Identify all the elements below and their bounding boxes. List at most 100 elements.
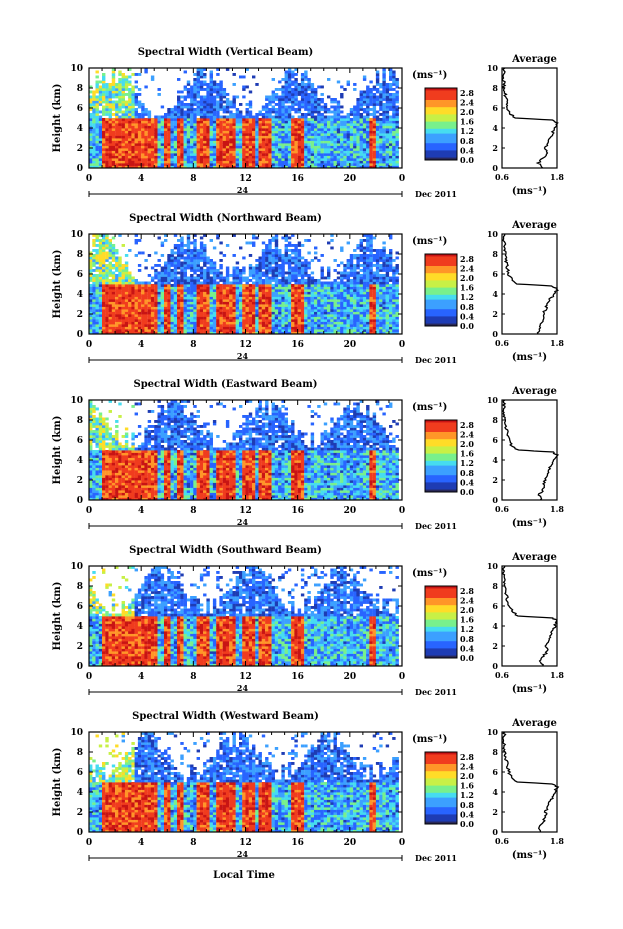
heatmap-cell: [300, 88, 305, 91]
heatmap-cell: [102, 321, 106, 325]
heatmap-cell: [323, 133, 328, 136]
heatmap-cell: [170, 133, 174, 136]
heatmap-cell: [150, 331, 155, 335]
heatmap-cell: [255, 113, 259, 116]
heatmap-cell: [154, 165, 158, 169]
heatmap-cell: [314, 153, 318, 156]
heatmap-cell: [307, 118, 311, 121]
heatmap-cell: [268, 321, 272, 325]
heatmap-cell: [92, 135, 96, 139]
heatmap-cell: [203, 105, 207, 109]
heatmap-cell: [274, 160, 279, 164]
heatmap-cell: [219, 271, 223, 275]
heatmap-cell: [111, 93, 116, 96]
heatmap-cell: [284, 143, 288, 146]
colorbar-tick-label: 1.6: [460, 117, 474, 127]
heatmap-cell: [105, 95, 109, 99]
heatmap-cell: [108, 118, 112, 121]
heatmap-cell: [102, 266, 106, 270]
heatmap-cell: [150, 133, 155, 136]
heatmap-cell: [199, 276, 204, 280]
heatmap-cell: [271, 95, 275, 99]
heatmap-cell: [222, 115, 227, 119]
heatmap-cell: [245, 115, 249, 119]
heatmap-cell: [167, 259, 171, 262]
heatmap-cell: [317, 148, 321, 151]
heatmap-cell: [164, 314, 168, 317]
heatmap-cell: [362, 133, 367, 136]
heatmap-cell: [193, 113, 197, 116]
heatmap-cell: [330, 128, 334, 131]
heatmap-cell: [124, 160, 129, 164]
heatmap-cell: [180, 133, 184, 136]
heatmap-cell: [268, 160, 272, 164]
heatmap-cell: [294, 83, 298, 86]
heatmap-cell: [196, 160, 200, 164]
heatmap-cell: [310, 93, 315, 96]
heatmap-cell: [382, 70, 386, 74]
heatmap-cell: [118, 155, 122, 159]
heatmap-cell: [92, 329, 96, 332]
heatmap-cell: [199, 158, 204, 161]
heatmap-cell: [382, 80, 386, 84]
heatmap-cell: [89, 304, 93, 307]
heatmap-cell: [258, 158, 262, 161]
heatmap-cell: [255, 118, 259, 121]
heatmap-cell: [225, 130, 230, 134]
heatmap-cell: [284, 244, 288, 247]
heatmap-cell: [177, 319, 181, 322]
colorbar-segment: [425, 88, 457, 91]
heatmap-cell: [232, 150, 236, 154]
heatmap-cell: [206, 326, 210, 330]
heatmap-cell: [141, 291, 145, 295]
heatmap-cell: [160, 291, 165, 295]
heatmap-cell: [209, 90, 213, 94]
heatmap-cell: [180, 108, 184, 111]
heatmap-cell: [209, 145, 213, 149]
heatmap-cell: [105, 153, 109, 156]
heatmap-cell: [131, 301, 135, 305]
heatmap-cell: [216, 304, 220, 307]
heatmap-cell: [219, 155, 223, 159]
heatmap-cell: [281, 103, 285, 106]
heatmap-cell: [118, 100, 122, 104]
heatmap-cell: [173, 138, 178, 141]
heatmap-cell: [242, 294, 246, 297]
heatmap-cell: [105, 281, 109, 285]
heatmap-cell: [314, 115, 318, 119]
heatmap-cell: [92, 118, 96, 121]
heatmap-cell: [258, 291, 262, 295]
heatmap-cell: [346, 145, 350, 149]
heatmap-cell: [111, 331, 116, 335]
heatmap-cell: [209, 331, 213, 335]
heatmap-cell: [271, 160, 275, 164]
heatmap-cell: [362, 148, 367, 151]
heatmap-cell: [323, 123, 328, 126]
heatmap-cell: [300, 158, 305, 161]
heatmap-cell: [278, 306, 282, 310]
heatmap-cell: [164, 140, 168, 144]
heatmap-cell: [167, 150, 171, 154]
heatmap-cell: [167, 299, 171, 302]
heatmap-cell: [170, 291, 174, 295]
heatmap-cell: [320, 145, 324, 149]
heatmap-cell: [212, 329, 217, 332]
heatmap-cell: [235, 289, 240, 292]
heatmap-cell: [222, 110, 227, 114]
heatmap-cell: [343, 155, 347, 159]
heatmap-cell: [291, 286, 295, 290]
heatmap-cell: [395, 90, 399, 94]
heatmap-cell: [287, 304, 292, 307]
heatmap-cell: [346, 153, 350, 156]
heatmap-cell: [222, 309, 227, 312]
heatmap-cell: [248, 324, 253, 327]
heatmap-cell: [375, 120, 380, 124]
heatmap-cell: [134, 113, 138, 116]
heatmap-cell: [199, 133, 204, 136]
heatmap-cell: [232, 319, 236, 322]
heatmap-cell: [304, 160, 308, 164]
heatmap-cell: [372, 85, 377, 89]
heatmap-cell: [203, 155, 207, 159]
heatmap-cell: [134, 95, 138, 99]
heatmap-cell: [216, 314, 220, 317]
